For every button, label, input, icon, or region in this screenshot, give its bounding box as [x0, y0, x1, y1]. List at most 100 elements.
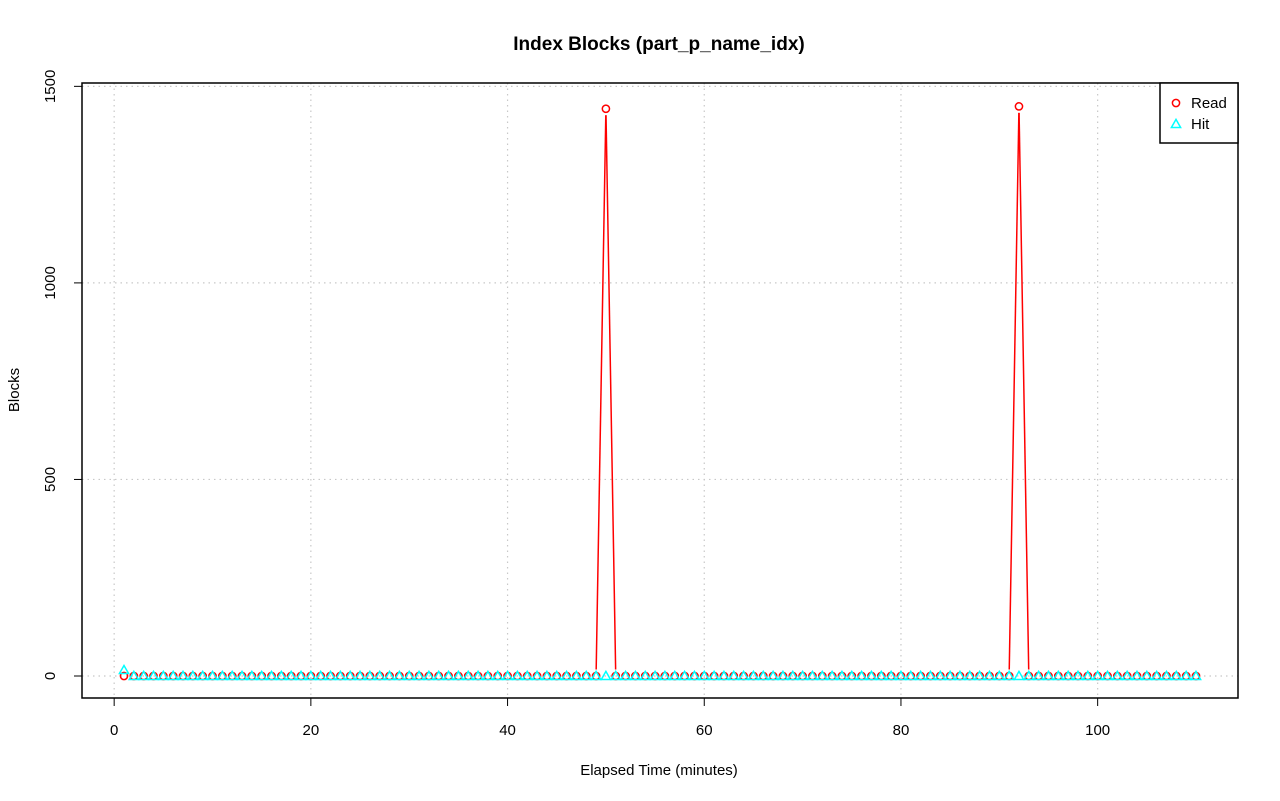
data-point — [845, 669, 858, 681]
data-point — [570, 669, 583, 681]
data-point — [786, 669, 799, 681]
data-point — [491, 669, 504, 681]
data-point — [255, 669, 268, 681]
data-point — [727, 669, 740, 681]
data-point — [206, 669, 219, 681]
data-point — [668, 669, 681, 681]
data-point — [324, 669, 337, 681]
data-point — [452, 669, 465, 681]
data-point — [1190, 669, 1202, 681]
x-tick-label: 20 — [303, 722, 320, 739]
data-point — [678, 669, 691, 681]
data-point — [501, 669, 514, 681]
y-tick-label: 500 — [42, 467, 59, 492]
data-point — [601, 104, 611, 114]
legend-label-hit: Hit — [1191, 116, 1210, 133]
y-tick-label: 0 — [42, 672, 59, 680]
data-point — [973, 669, 986, 681]
data-point — [1180, 669, 1193, 681]
data-point — [747, 669, 760, 681]
data-point — [127, 669, 140, 681]
data-point — [590, 669, 602, 681]
data-point — [1160, 669, 1173, 681]
x-tick-label: 40 — [499, 722, 516, 739]
data-point — [373, 669, 386, 681]
data-point — [1062, 669, 1075, 681]
data-point — [944, 669, 957, 681]
series-line-segment — [1018, 112, 1030, 670]
data-point — [698, 669, 711, 681]
data-point — [531, 669, 543, 681]
data-point — [855, 669, 868, 681]
series-layer — [118, 102, 1202, 681]
data-point — [147, 669, 160, 681]
series-line-segment — [595, 115, 607, 670]
y-tick-label: 1500 — [42, 70, 59, 103]
data-point — [1170, 669, 1183, 681]
data-point — [285, 669, 298, 681]
data-point — [826, 669, 839, 681]
data-point — [334, 669, 347, 681]
x-tick-label: 60 — [696, 722, 713, 739]
data-point — [885, 669, 898, 681]
data-point — [226, 669, 239, 681]
series-read — [119, 102, 1201, 681]
data-point — [875, 669, 888, 681]
data-point — [767, 669, 779, 681]
data-point — [403, 669, 416, 681]
data-point — [442, 669, 455, 681]
data-point — [550, 669, 563, 681]
data-point — [609, 669, 622, 681]
data-point — [806, 669, 819, 681]
data-point — [816, 669, 829, 681]
data-point — [363, 669, 376, 681]
data-point — [245, 669, 258, 681]
data-point — [393, 669, 406, 681]
data-point — [1032, 669, 1045, 681]
data-point — [541, 669, 553, 681]
data-point — [354, 669, 366, 681]
plot-frame — [81, 82, 1239, 699]
legend-label-read: Read — [1191, 95, 1227, 112]
data-point — [137, 669, 150, 681]
data-point — [511, 669, 524, 681]
legend-marker-hit — [1170, 117, 1182, 129]
x-tick-label: 0 — [110, 722, 118, 739]
data-point — [600, 669, 612, 681]
data-point — [1111, 669, 1124, 681]
data-point — [639, 669, 652, 681]
series-line-segment — [605, 115, 617, 670]
data-point — [481, 669, 494, 681]
data-point — [914, 669, 927, 681]
grid — [82, 83, 1238, 698]
x-tick-label: 100 — [1085, 722, 1110, 739]
data-point — [796, 669, 809, 681]
data-point — [462, 669, 475, 681]
data-point — [167, 669, 180, 681]
data-point — [422, 669, 435, 681]
data-point — [954, 669, 966, 681]
legend-marker-read — [1171, 98, 1181, 108]
y-axis-label: Blocks — [6, 368, 23, 412]
data-point — [659, 669, 671, 681]
data-point — [472, 669, 484, 681]
data-point — [1022, 669, 1035, 681]
data-point — [157, 669, 170, 681]
data-point — [836, 669, 848, 681]
data-point — [344, 669, 357, 681]
data-point — [1052, 669, 1065, 681]
series-line-segment — [1008, 112, 1020, 670]
data-point — [865, 669, 878, 681]
data-point — [718, 669, 730, 681]
data-point — [1003, 669, 1016, 681]
x-axis: 0 20 40 60 80 100 — [110, 698, 1110, 739]
data-point — [432, 669, 445, 681]
legend: Read Hit — [1159, 82, 1239, 144]
data-point — [895, 669, 907, 681]
data-point — [1121, 669, 1134, 681]
data-point — [1131, 669, 1143, 681]
data-point — [413, 669, 425, 681]
data-point — [1042, 669, 1055, 681]
series-hit — [118, 663, 1202, 681]
data-point — [619, 669, 632, 681]
